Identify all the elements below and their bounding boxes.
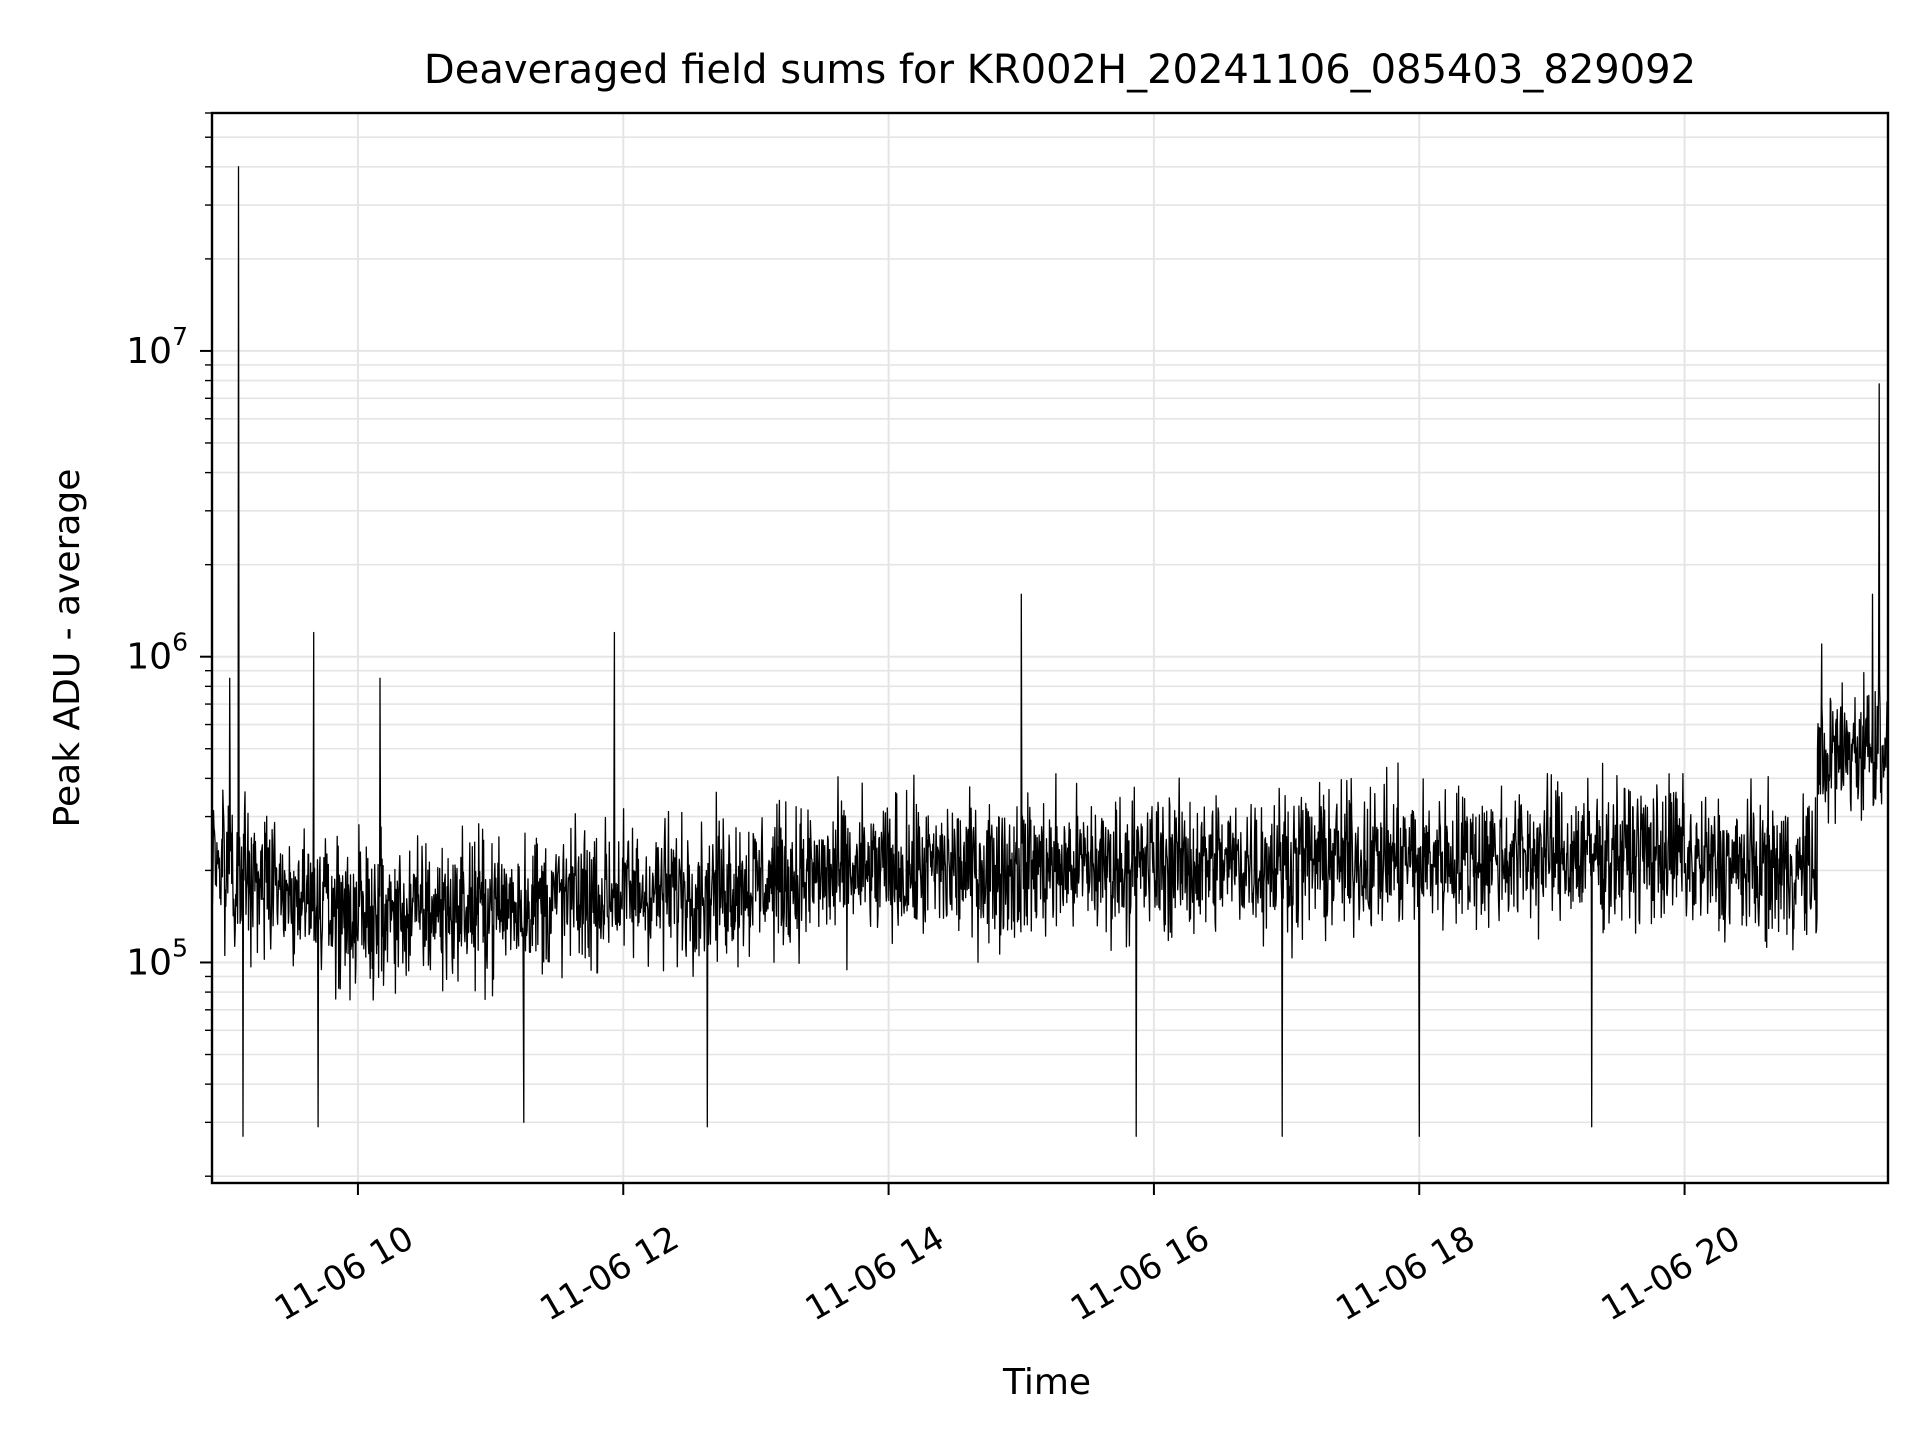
grid xyxy=(212,112,1888,1183)
series-line xyxy=(211,166,1889,1137)
x-axis-label: Time xyxy=(1002,1362,1091,1403)
y-tick-label: 106 xyxy=(126,628,188,678)
y-axis-label: Peak ADU - average xyxy=(47,469,88,828)
chart-title: Deaveraged field sums for KR002H_2024110… xyxy=(424,47,1696,93)
y-tick-label: 105 xyxy=(126,933,188,983)
series-layer xyxy=(211,166,1889,1137)
y-axis: 105 106 107 xyxy=(126,112,212,1177)
y-tick-label: 107 xyxy=(126,322,188,372)
plot-area-frame xyxy=(210,111,1890,1185)
